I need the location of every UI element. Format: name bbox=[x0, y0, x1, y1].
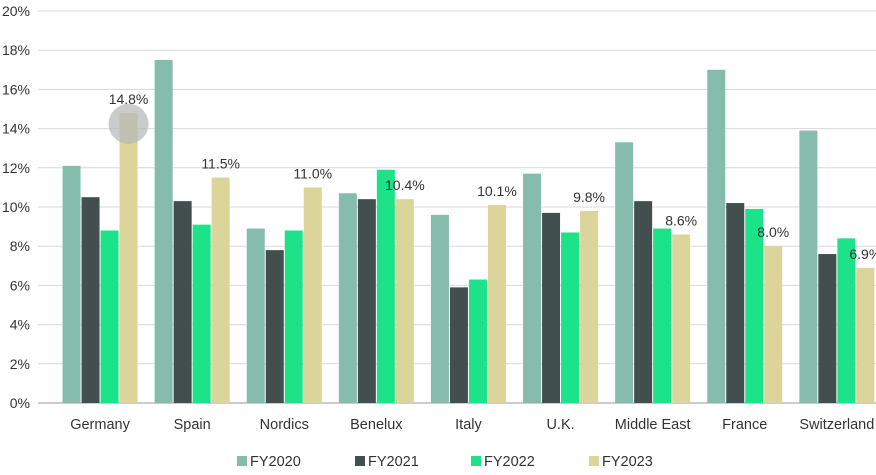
bar-fy2021-france bbox=[726, 203, 745, 403]
data-label-benelux: 10.4% bbox=[385, 177, 425, 193]
legend-swatch bbox=[471, 456, 481, 466]
highlight-marker bbox=[108, 103, 149, 144]
bar-fy2021-spain bbox=[173, 201, 192, 403]
bar-fy2021-nordics bbox=[265, 250, 284, 403]
category-label-middle-east: Middle East bbox=[615, 417, 691, 433]
bar-fy2022-benelux bbox=[376, 169, 395, 403]
bar-fy2021-benelux bbox=[357, 199, 376, 403]
bar-fy2020-spain bbox=[154, 60, 173, 403]
bar-fy2021-italy bbox=[449, 287, 468, 403]
legend-item-fy2021: FY2021 bbox=[355, 454, 419, 470]
bars bbox=[62, 60, 875, 404]
bar-fy2020-switzerland bbox=[799, 130, 818, 403]
y-tick-label: 20% bbox=[2, 3, 30, 19]
bar-fy2023-france bbox=[764, 246, 783, 403]
data-label-nordics: 11.0% bbox=[293, 165, 332, 181]
bar-fy2021-switzerland bbox=[818, 254, 837, 403]
bar-fy2020-germany bbox=[62, 165, 81, 403]
bar-fy2021-u-k bbox=[542, 212, 561, 403]
bar-fy2023-u-k bbox=[580, 210, 599, 403]
bar-fy2023-spain bbox=[211, 177, 230, 403]
bar-fy2023-germany bbox=[119, 112, 138, 404]
bar-fy2021-germany bbox=[81, 197, 100, 403]
legend-item-fy2022: FY2022 bbox=[471, 454, 535, 470]
bar-fy2022-spain bbox=[192, 224, 211, 403]
bar-fy2022-nordics bbox=[284, 230, 303, 403]
bar-fy2022-france bbox=[745, 208, 764, 403]
category-label-germany: Germany bbox=[70, 417, 130, 433]
category-label-nordics: Nordics bbox=[260, 417, 309, 433]
data-label-germany: 14.8% bbox=[109, 91, 149, 107]
y-axis-ticks: 0% 2% 4% 6% 8% 10% 12% 14% 16% 18% 20% bbox=[2, 3, 30, 411]
legend-item-fy2020: FY2020 bbox=[237, 454, 301, 470]
bar-fy2022-middle-east bbox=[653, 228, 672, 403]
category-label-italy: Italy bbox=[455, 417, 482, 433]
legend-swatch bbox=[589, 456, 599, 466]
category-label-switzerland: Switzerland bbox=[799, 417, 874, 433]
bar-fy2020-nordics bbox=[246, 228, 265, 403]
y-tick-label: 18% bbox=[2, 42, 30, 58]
bar-fy2020-benelux bbox=[338, 193, 357, 403]
bar-fy2022-switzerland bbox=[837, 238, 856, 403]
y-tick-label: 12% bbox=[2, 160, 30, 176]
bar-fy2023-nordics bbox=[303, 187, 322, 403]
bar-fy2020-italy bbox=[430, 214, 449, 403]
legend-label: FY2020 bbox=[250, 454, 301, 470]
y-tick-label: 0% bbox=[10, 395, 30, 411]
bar-fy2023-switzerland bbox=[856, 267, 875, 403]
data-label-middle-east: 8.6% bbox=[665, 212, 697, 228]
category-label-u-k: U.K. bbox=[546, 417, 574, 433]
y-tick-label: 14% bbox=[2, 121, 30, 137]
bar-fy2022-italy bbox=[468, 279, 487, 403]
bar-fy2020-france bbox=[707, 69, 726, 404]
category-label-spain: Spain bbox=[174, 417, 211, 433]
bar-fy2021-middle-east bbox=[634, 201, 653, 403]
bar-fy2022-germany bbox=[100, 230, 119, 403]
x-axis-categories: Germany Spain Nordics Benelux Italy U.K. Middl… bbox=[70, 417, 874, 433]
data-labels: 14.8% 11.5% 11.0% 10.4% 10.1% 9.8% 8.6% 8.0% 6.9… bbox=[109, 91, 876, 262]
data-label-u-k: 9.8% bbox=[573, 189, 605, 205]
bar-fy2023-italy bbox=[487, 205, 506, 403]
legend-label: FY2021 bbox=[368, 454, 419, 470]
y-tick-label: 2% bbox=[10, 356, 30, 372]
y-tick-label: 10% bbox=[2, 199, 30, 215]
data-label-italy: 10.1% bbox=[477, 183, 517, 199]
bar-fy2022-u-k bbox=[561, 232, 580, 403]
data-label-switzerland: 6.9% bbox=[849, 246, 876, 262]
bar-fy2023-middle-east bbox=[672, 234, 691, 403]
legend-swatch bbox=[355, 456, 365, 466]
y-tick-label: 6% bbox=[10, 277, 30, 293]
legend-label: FY2022 bbox=[484, 454, 535, 470]
data-label-spain: 11.5% bbox=[201, 156, 240, 172]
legend-label: FY2023 bbox=[602, 454, 653, 470]
category-label-benelux: Benelux bbox=[350, 417, 403, 433]
highlight-circle bbox=[108, 103, 149, 144]
legend-swatch bbox=[237, 456, 247, 466]
bar-fy2020-u-k bbox=[523, 173, 542, 403]
y-tick-label: 16% bbox=[2, 81, 30, 97]
category-label-france: France bbox=[722, 417, 767, 433]
y-tick-label: 4% bbox=[10, 317, 30, 333]
data-label-france: 8.0% bbox=[757, 224, 789, 240]
y-tick-label: 8% bbox=[10, 238, 30, 254]
bar-fy2023-benelux bbox=[395, 199, 414, 403]
legend-item-fy2023: FY2023 bbox=[589, 454, 653, 470]
legend: FY2020 FY2021 FY2022 FY2023 bbox=[237, 454, 653, 470]
bar-fy2020-middle-east bbox=[615, 142, 634, 403]
